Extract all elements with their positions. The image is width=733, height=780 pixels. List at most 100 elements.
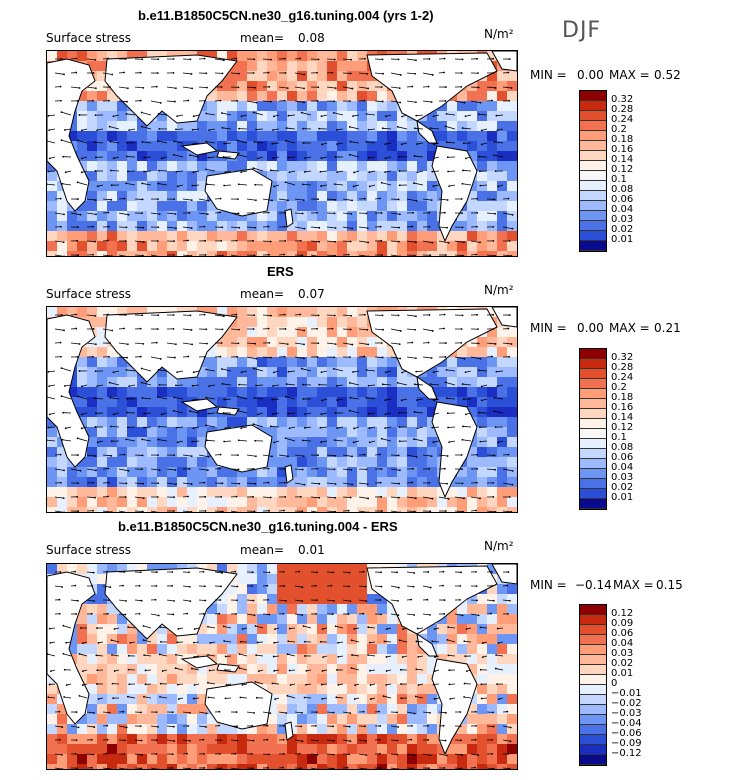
stress-cell bbox=[277, 644, 287, 654]
wind-arrow bbox=[438, 482, 448, 485]
stress-cell bbox=[317, 211, 327, 221]
wind-arrowhead bbox=[205, 368, 208, 371]
stress-cell bbox=[347, 201, 357, 211]
wind-arrowhead bbox=[76, 395, 79, 398]
stress-cell bbox=[347, 307, 357, 317]
wind-arrowhead bbox=[366, 72, 369, 75]
stress-cell bbox=[197, 487, 207, 497]
stress-cell bbox=[337, 427, 347, 437]
stress-cell bbox=[247, 71, 257, 81]
panel2-colorbar bbox=[579, 348, 607, 510]
wind-arrowhead bbox=[496, 129, 499, 132]
wind-arrowhead bbox=[334, 483, 337, 485]
wind-arrow bbox=[305, 156, 312, 159]
wind-arrow bbox=[182, 342, 193, 345]
stress-cell bbox=[387, 191, 397, 201]
stress-cell bbox=[427, 457, 437, 467]
stress-cell bbox=[217, 467, 227, 477]
stress-cell bbox=[317, 744, 327, 754]
wind-arrowhead bbox=[399, 74, 402, 76]
stress-cell bbox=[267, 417, 277, 427]
stress-cell bbox=[297, 704, 307, 714]
wind-arrow bbox=[294, 100, 305, 103]
stress-cell bbox=[247, 564, 257, 574]
wind-arrowhead bbox=[204, 254, 207, 256]
wind-arrow bbox=[253, 112, 264, 116]
stress-cell bbox=[277, 467, 287, 477]
wind-arrowhead bbox=[443, 57, 446, 60]
stress-cell bbox=[487, 377, 497, 387]
stress-cell bbox=[477, 447, 487, 457]
stress-cell bbox=[397, 507, 407, 512]
stress-cell bbox=[287, 61, 297, 71]
wind-arrow bbox=[497, 128, 504, 131]
wind-arrowhead bbox=[492, 481, 495, 484]
wind-arrowhead bbox=[124, 314, 127, 316]
stress-cell bbox=[207, 387, 217, 397]
wind-arrowhead bbox=[191, 343, 194, 346]
wind-arrow bbox=[486, 599, 494, 602]
stress-cell bbox=[257, 397, 267, 407]
wind-arrow bbox=[192, 440, 200, 443]
stress-cell bbox=[267, 81, 277, 91]
wind-arrow bbox=[454, 496, 465, 499]
stress-cell bbox=[377, 684, 387, 694]
stress-cell bbox=[407, 181, 417, 191]
wind-arrowhead bbox=[367, 343, 370, 346]
wind-arrow bbox=[144, 426, 152, 428]
wind-arrow bbox=[486, 468, 496, 471]
stress-cell bbox=[77, 387, 87, 397]
wind-arrowhead bbox=[317, 454, 319, 457]
stress-cell bbox=[467, 447, 477, 457]
wind-arrow bbox=[342, 314, 352, 317]
wind-arrowhead bbox=[93, 141, 96, 144]
stress-cell bbox=[347, 674, 357, 684]
stress-cell bbox=[497, 221, 507, 231]
stress-cell bbox=[337, 674, 347, 684]
stress-cell bbox=[97, 674, 107, 684]
wind-arrowhead bbox=[174, 87, 177, 90]
wind-arrowhead bbox=[431, 170, 434, 173]
wind-arrow bbox=[81, 426, 88, 429]
stress-cell bbox=[177, 704, 187, 714]
colorbar-swatch bbox=[580, 399, 606, 409]
stress-cell bbox=[327, 317, 337, 327]
wind-arrow bbox=[496, 370, 504, 373]
wind-arrowhead bbox=[478, 426, 481, 429]
stress-cell bbox=[267, 317, 277, 327]
stress-cell bbox=[277, 221, 287, 231]
wind-arrowhead bbox=[480, 399, 483, 402]
wind-arrowhead bbox=[508, 240, 511, 242]
wind-arrowhead bbox=[314, 584, 317, 587]
stress-cell bbox=[137, 764, 147, 769]
stress-cell bbox=[237, 564, 247, 574]
wind-arrow bbox=[352, 370, 360, 373]
stress-cell bbox=[357, 654, 367, 664]
stress-cell bbox=[167, 161, 177, 171]
wind-arrowhead bbox=[491, 585, 494, 587]
stress-cell bbox=[157, 477, 167, 487]
wind-arrowhead bbox=[252, 599, 255, 602]
stress-cell bbox=[397, 377, 407, 387]
stress-cell bbox=[277, 744, 287, 754]
wind-arrowhead bbox=[298, 570, 301, 573]
stress-cell bbox=[247, 337, 257, 347]
stress-cell bbox=[267, 357, 277, 367]
stress-cell bbox=[97, 664, 107, 674]
stress-cell bbox=[327, 397, 337, 407]
stress-cell bbox=[327, 674, 337, 684]
stress-cell bbox=[127, 171, 137, 181]
wind-arrow bbox=[230, 510, 239, 512]
wind-arrowhead bbox=[126, 100, 128, 103]
stress-cell bbox=[327, 427, 337, 437]
stress-cell bbox=[307, 121, 317, 131]
wind-arrowhead bbox=[366, 227, 369, 230]
stress-cell bbox=[267, 574, 277, 584]
stress-cell bbox=[77, 357, 87, 367]
wind-arrow bbox=[342, 212, 352, 215]
wind-arrowhead bbox=[48, 157, 51, 160]
wind-arrowhead bbox=[94, 370, 97, 372]
stress-cell bbox=[157, 634, 167, 644]
stress-cell bbox=[147, 724, 157, 734]
wind-arrowhead bbox=[429, 510, 432, 512]
